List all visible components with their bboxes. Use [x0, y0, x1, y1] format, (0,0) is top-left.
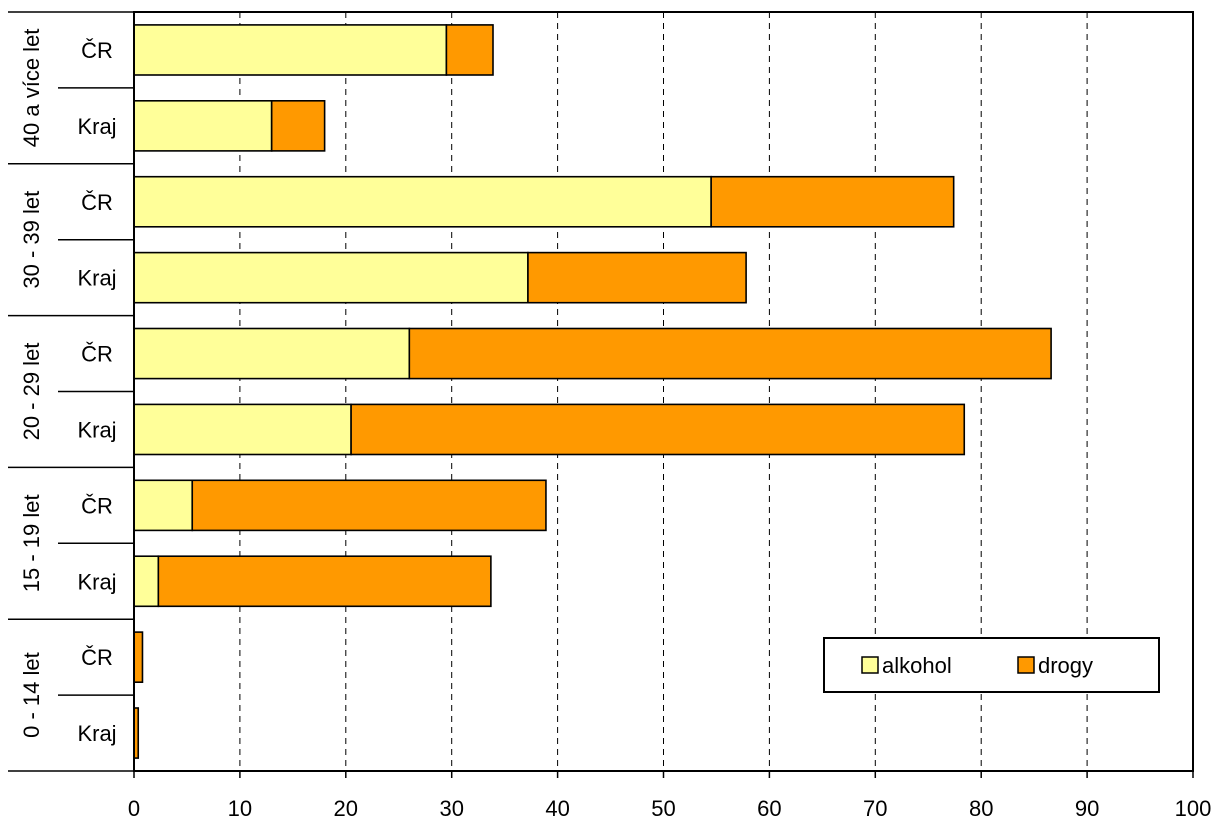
- x-tick-label: 80: [969, 796, 993, 820]
- legend-label-drogy: drogy: [1038, 653, 1093, 678]
- subcategory-label: Kraj: [77, 569, 116, 594]
- x-tick-label: 90: [1075, 796, 1099, 820]
- x-tick-label: 60: [757, 796, 781, 820]
- group-label: 0 - 14 let: [19, 652, 44, 738]
- legend-box: [823, 637, 1160, 693]
- x-tick-label: 0: [128, 796, 140, 820]
- subcategory-label: Kraj: [77, 721, 116, 746]
- bar-drogy-4: [408, 327, 1052, 380]
- group-label: 40 a více let: [19, 29, 44, 148]
- x-tick-label: 10: [228, 796, 252, 820]
- bar-drogy-6: [191, 479, 547, 532]
- bar-drogy-1: [270, 100, 326, 152]
- subcategory-label: Kraj: [77, 266, 116, 291]
- legend-swatch-alkohol: [861, 656, 879, 674]
- group-label: 15 - 19 let: [19, 494, 44, 592]
- subcategory-label: ČR: [81, 38, 113, 63]
- subcategory-label: ČR: [81, 645, 113, 670]
- grid-lines: [239, 12, 1088, 771]
- bars: [133, 24, 1052, 759]
- bar-alkohol-5: [133, 403, 352, 456]
- subcategory-label: Kraj: [77, 114, 116, 139]
- subcategory-label: Kraj: [77, 417, 116, 442]
- bar-drogy-7: [157, 555, 492, 608]
- bar-drogy-3: [527, 251, 747, 304]
- x-tick-label: 100: [1175, 796, 1212, 820]
- x-tick-label: 40: [545, 796, 569, 820]
- bar-alkohol-3: [133, 251, 529, 304]
- bar-drogy-0: [445, 24, 494, 76]
- bar-alkohol-0: [133, 24, 448, 76]
- bar-drogy-5: [350, 403, 966, 456]
- bar-drogy-8: [133, 631, 144, 683]
- bar-alkohol-4: [133, 327, 411, 380]
- bar-alkohol-7: [133, 555, 160, 608]
- group-label: 20 - 29 let: [19, 343, 44, 441]
- subcategory-label: ČR: [81, 342, 113, 367]
- bar-alkohol-1: [133, 100, 273, 152]
- group-label: 30 - 39 let: [19, 191, 44, 289]
- legend-label-alkohol: alkohol: [882, 653, 952, 678]
- legend-swatch-drogy: [1017, 656, 1035, 674]
- axis-labels: 0 10 20 30 40 50 60 70 80 90 100 ČR Kraj ČR Kraj ČR Kraj…: [19, 29, 1212, 820]
- legend: alkohol drogy: [823, 637, 1160, 693]
- x-tick-label: 70: [863, 796, 887, 820]
- bar-alkohol-6: [133, 479, 194, 532]
- bar-alkohol-2: [133, 175, 712, 228]
- x-tick-label: 20: [334, 796, 358, 820]
- x-tick-label: 50: [651, 796, 675, 820]
- subcategory-label: ČR: [81, 493, 113, 518]
- x-tick-label: 30: [439, 796, 463, 820]
- subcategory-label: ČR: [81, 190, 113, 215]
- bar-drogy-2: [710, 175, 955, 228]
- axes: [8, 11, 1194, 778]
